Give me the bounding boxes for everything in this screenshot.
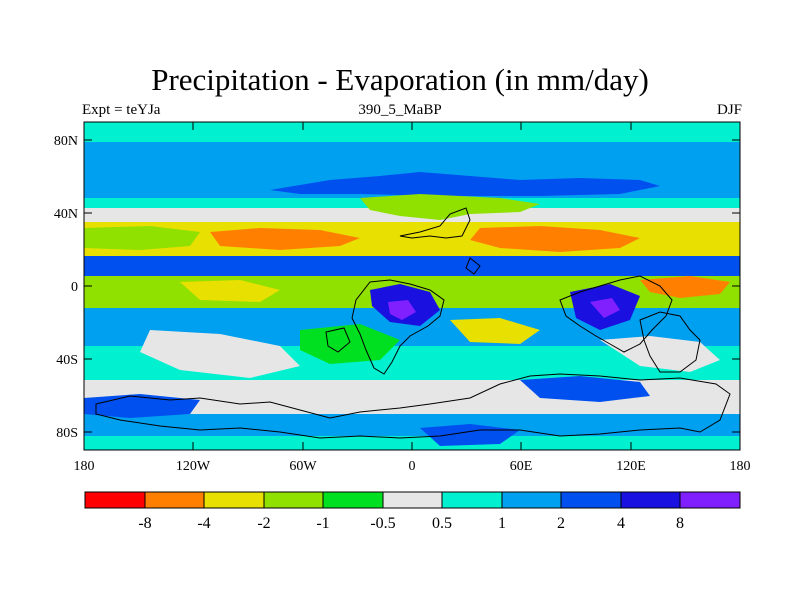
contour-field bbox=[84, 122, 740, 450]
coastline-australia bbox=[639, 311, 701, 373]
experiment-label: Expt = teYJa bbox=[82, 102, 161, 118]
colorbar-frame bbox=[84, 491, 741, 509]
lat-label-80n: 80N bbox=[54, 134, 78, 149]
southern-ocean-wet-east bbox=[520, 376, 650, 402]
plot-title: Precipitation - Evaporation (in mm/day) bbox=[151, 62, 649, 97]
colorbar-label: 2 bbox=[557, 515, 565, 532]
lat-label-0: 0 bbox=[71, 280, 78, 295]
colorbar-label: -4 bbox=[197, 515, 210, 532]
lon-tick-marks bbox=[83, 122, 741, 450]
lon-label-120w: 120W bbox=[176, 459, 211, 474]
run-label: 390_5_MaBP bbox=[358, 102, 442, 118]
coastline-africa bbox=[465, 257, 481, 275]
band-antarctic-wet bbox=[84, 414, 740, 436]
lon-label-60w: 60W bbox=[289, 459, 317, 474]
southern-green-patch bbox=[300, 324, 400, 364]
southern-yellow-patch bbox=[450, 318, 540, 344]
colorbar-swatch bbox=[323, 492, 383, 508]
band-itcz bbox=[84, 256, 740, 276]
colorbar-dividers bbox=[144, 492, 681, 508]
colorbar-swatch bbox=[145, 492, 204, 508]
dry-patch-africa bbox=[640, 276, 730, 298]
colorbar-swatch bbox=[442, 492, 502, 508]
coastline-north-america bbox=[399, 207, 471, 239]
colorbar-swatch bbox=[264, 492, 323, 508]
colorbar-swatch bbox=[204, 492, 264, 508]
season-label: DJF bbox=[716, 102, 742, 118]
southern-neutral-patch-east bbox=[600, 336, 720, 372]
southern-neutral-patch-west bbox=[140, 330, 300, 378]
lat-label-40n: 40N bbox=[54, 207, 78, 222]
colorbar-swatch bbox=[502, 492, 561, 508]
colorbar-label: 1 bbox=[498, 515, 506, 532]
max-core-south-america bbox=[388, 300, 416, 320]
colorbar: -8 -4 -2 -1 -0.5 0.5 1 2 4 8 bbox=[84, 491, 741, 532]
colorbar-label: -2 bbox=[257, 515, 270, 532]
colorbar-swatch bbox=[561, 492, 621, 508]
north-green-west bbox=[84, 226, 200, 250]
colorbar-label: -0.5 bbox=[370, 515, 395, 532]
lat-label-40s: 40S bbox=[56, 353, 78, 368]
lon-label-180e: 180 bbox=[730, 459, 751, 474]
north-dry-band-east bbox=[470, 226, 640, 252]
colorbar-swatch bbox=[85, 492, 145, 508]
north-dry-band-west bbox=[210, 228, 360, 250]
northern-green-tongue bbox=[360, 194, 540, 220]
coastline-asia-indonesia bbox=[559, 275, 673, 353]
lat-tick-marks bbox=[84, 139, 740, 433]
lon-label-60e: 60E bbox=[510, 459, 533, 474]
dry-patch-midpacific bbox=[180, 280, 280, 302]
colorbar-label: -1 bbox=[316, 515, 329, 532]
coastline-southern-island bbox=[325, 327, 351, 353]
colorbar-label: 4 bbox=[617, 515, 625, 532]
coastline-south-america bbox=[351, 279, 445, 375]
lon-label-0: 0 bbox=[409, 459, 416, 474]
colorbar-swatch bbox=[383, 492, 442, 508]
lon-label-180w: 180 bbox=[74, 459, 95, 474]
coastlines bbox=[95, 207, 731, 439]
colorbar-label: 8 bbox=[676, 515, 684, 532]
northern-wet-patch bbox=[270, 172, 660, 196]
colorbar-swatch bbox=[621, 492, 680, 508]
band-arctic bbox=[84, 122, 740, 142]
colorbar-swatch bbox=[680, 492, 740, 508]
max-core-indonesia bbox=[590, 298, 620, 318]
colorbar-label: 0.5 bbox=[432, 515, 452, 532]
coastline-antarctica bbox=[95, 373, 731, 439]
lat-label-80s: 80S bbox=[56, 426, 78, 441]
colorbar-label: -8 bbox=[138, 515, 151, 532]
lon-label-120e: 120E bbox=[616, 459, 646, 474]
